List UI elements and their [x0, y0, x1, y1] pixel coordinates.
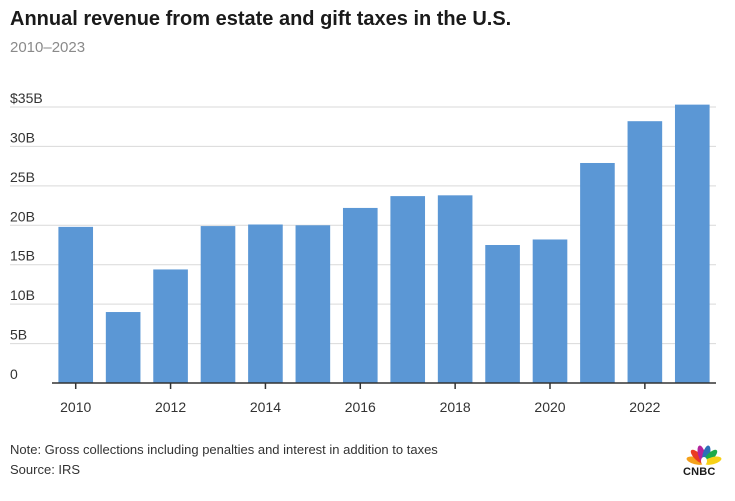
bar-2013: [200, 226, 236, 383]
x-tick-labels: 2010 2012 2014 2016 2018 2020 2022: [60, 399, 661, 415]
bar-2022: [627, 121, 663, 384]
chart-title: Annual revenue from estate and gift taxe…: [10, 8, 512, 30]
chart-subtitle: 2010–2023: [10, 39, 86, 56]
y-tick-label: 5B: [10, 327, 27, 343]
bar-2012: [153, 269, 188, 383]
bar-2019: [485, 245, 520, 383]
bar-2023: [674, 104, 710, 384]
x-tick-label: 2010: [60, 399, 91, 415]
y-tick-label: 15B: [10, 248, 35, 264]
y-tick-labels: 0 5B 10B 15B 20B 25B 30B $35B: [10, 90, 43, 382]
bar-2011: [105, 312, 141, 383]
y-tick-label: 0: [10, 366, 18, 382]
x-tick-label: 2016: [345, 399, 376, 415]
source-text: Source: IRS: [10, 462, 81, 477]
bar-2010: [58, 226, 94, 383]
x-tick-label: 2022: [629, 399, 660, 415]
x-tick-label: 2020: [534, 399, 565, 415]
y-tick-label: 20B: [10, 208, 35, 224]
peacock-feather: [703, 456, 722, 465]
bar-2017: [390, 196, 426, 383]
y-tick-label: 25B: [10, 169, 35, 185]
bars: [58, 104, 710, 384]
x-tick-label: 2014: [250, 399, 281, 415]
y-tick-label: 30B: [10, 129, 35, 145]
bar-2020: [532, 239, 568, 383]
bar-2016: [342, 207, 378, 383]
bar-2021: [580, 162, 615, 383]
bar-2014: [248, 224, 283, 383]
cnbc-peacock-icon: [686, 445, 722, 465]
bar-2018: [437, 195, 473, 383]
bar-2015: [295, 225, 331, 383]
x-tick-label: 2012: [155, 399, 186, 415]
x-axis: [52, 382, 716, 389]
footnote: Note: Gross collections including penalt…: [10, 442, 438, 457]
y-tick-label: $35B: [10, 90, 43, 106]
cnbc-logo-text: CNBC: [683, 466, 716, 478]
y-tick-label: 10B: [10, 287, 35, 303]
x-tick-label: 2018: [440, 399, 471, 415]
